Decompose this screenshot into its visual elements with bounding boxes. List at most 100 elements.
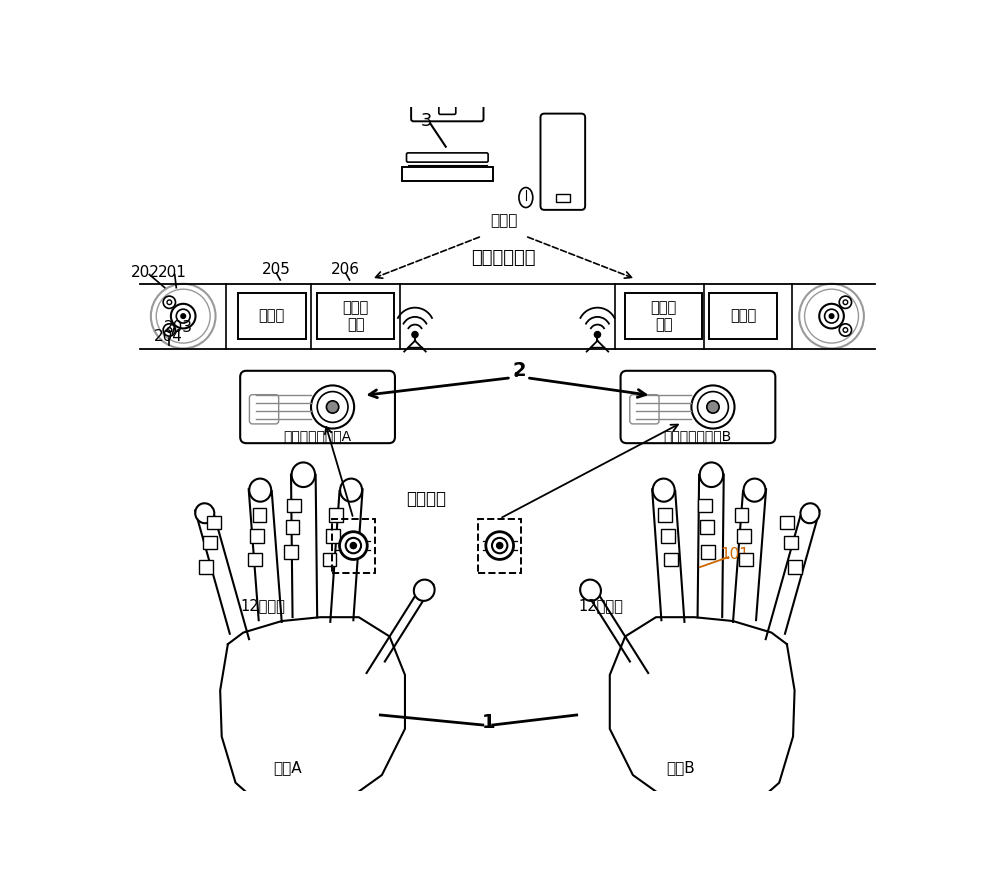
FancyBboxPatch shape: [630, 395, 659, 424]
Ellipse shape: [519, 188, 533, 207]
Circle shape: [843, 328, 847, 332]
Circle shape: [825, 309, 839, 323]
Text: 中央处
理器: 中央处 理器: [343, 300, 369, 332]
Text: 3: 3: [421, 111, 433, 130]
Circle shape: [327, 401, 339, 413]
Bar: [478, 518, 521, 573]
Circle shape: [707, 401, 719, 413]
Circle shape: [156, 289, 210, 343]
Circle shape: [805, 289, 858, 343]
Ellipse shape: [743, 478, 765, 501]
Circle shape: [486, 532, 514, 559]
Circle shape: [150, 284, 216, 348]
Bar: [203, 535, 217, 549]
FancyBboxPatch shape: [621, 371, 775, 444]
FancyBboxPatch shape: [407, 153, 488, 162]
Bar: [658, 508, 672, 522]
Bar: [207, 516, 221, 530]
Text: 206: 206: [332, 262, 360, 277]
FancyBboxPatch shape: [439, 104, 455, 115]
Circle shape: [346, 538, 361, 553]
Circle shape: [830, 314, 834, 318]
Bar: [252, 508, 266, 522]
Text: 中央处
理器: 中央处 理器: [650, 300, 677, 332]
Circle shape: [497, 542, 503, 549]
Bar: [250, 530, 264, 543]
Circle shape: [163, 296, 175, 308]
Ellipse shape: [700, 462, 723, 487]
Circle shape: [350, 542, 356, 549]
Ellipse shape: [801, 503, 820, 524]
Bar: [317, 293, 394, 340]
Bar: [199, 560, 213, 574]
Text: 存储器: 存储器: [730, 308, 756, 324]
Circle shape: [691, 386, 735, 428]
Bar: [735, 508, 748, 522]
Bar: [661, 530, 675, 543]
Bar: [709, 293, 777, 340]
Bar: [740, 552, 753, 566]
Text: 存储器: 存储器: [258, 308, 285, 324]
Circle shape: [176, 309, 190, 323]
Circle shape: [843, 300, 847, 305]
Text: 1: 1: [481, 713, 495, 733]
Bar: [248, 552, 261, 566]
FancyBboxPatch shape: [541, 114, 585, 210]
Bar: [784, 535, 798, 549]
FancyBboxPatch shape: [241, 371, 395, 444]
Bar: [332, 518, 375, 573]
Text: 计算机: 计算机: [490, 213, 517, 228]
Circle shape: [181, 314, 185, 318]
Circle shape: [311, 386, 354, 428]
Ellipse shape: [580, 580, 601, 601]
Circle shape: [840, 324, 851, 336]
Bar: [664, 552, 678, 566]
Circle shape: [167, 300, 171, 305]
Bar: [238, 293, 306, 340]
Text: 12个色块: 12个色块: [579, 598, 624, 613]
Circle shape: [492, 538, 507, 553]
Bar: [402, 167, 493, 180]
Bar: [284, 545, 298, 558]
Circle shape: [167, 328, 171, 332]
Text: 图像捕捉: 图像捕捉: [407, 491, 446, 509]
Circle shape: [594, 332, 601, 338]
Circle shape: [840, 296, 851, 308]
Ellipse shape: [341, 478, 362, 501]
Text: 手套A: 手套A: [273, 760, 302, 775]
Bar: [700, 520, 714, 534]
Bar: [323, 552, 337, 566]
Ellipse shape: [652, 478, 674, 501]
Bar: [329, 508, 343, 522]
Circle shape: [799, 284, 864, 348]
Circle shape: [698, 391, 729, 422]
Text: 101: 101: [720, 548, 749, 563]
Bar: [326, 530, 340, 543]
Circle shape: [340, 532, 367, 559]
Ellipse shape: [249, 478, 271, 501]
Ellipse shape: [195, 503, 214, 524]
Text: 手套B: 手套B: [666, 760, 695, 775]
Text: 12个色块: 12个色块: [241, 598, 286, 613]
Text: 205: 205: [262, 262, 291, 277]
Bar: [780, 516, 794, 530]
Ellipse shape: [414, 580, 435, 601]
Circle shape: [171, 304, 196, 328]
Text: 203: 203: [164, 320, 193, 335]
Bar: [788, 560, 802, 574]
Text: 201: 201: [158, 265, 187, 280]
Bar: [556, 195, 570, 202]
Circle shape: [163, 324, 175, 336]
Bar: [287, 499, 301, 512]
Ellipse shape: [292, 462, 315, 487]
Text: 2: 2: [512, 361, 526, 380]
Text: 204: 204: [154, 329, 183, 344]
Circle shape: [819, 304, 843, 328]
FancyBboxPatch shape: [411, 76, 483, 121]
Text: 图像数据上传: 图像数据上传: [471, 249, 536, 267]
Circle shape: [317, 391, 348, 422]
Bar: [698, 499, 712, 512]
FancyBboxPatch shape: [249, 395, 279, 424]
Bar: [286, 520, 300, 534]
Bar: [701, 545, 715, 558]
